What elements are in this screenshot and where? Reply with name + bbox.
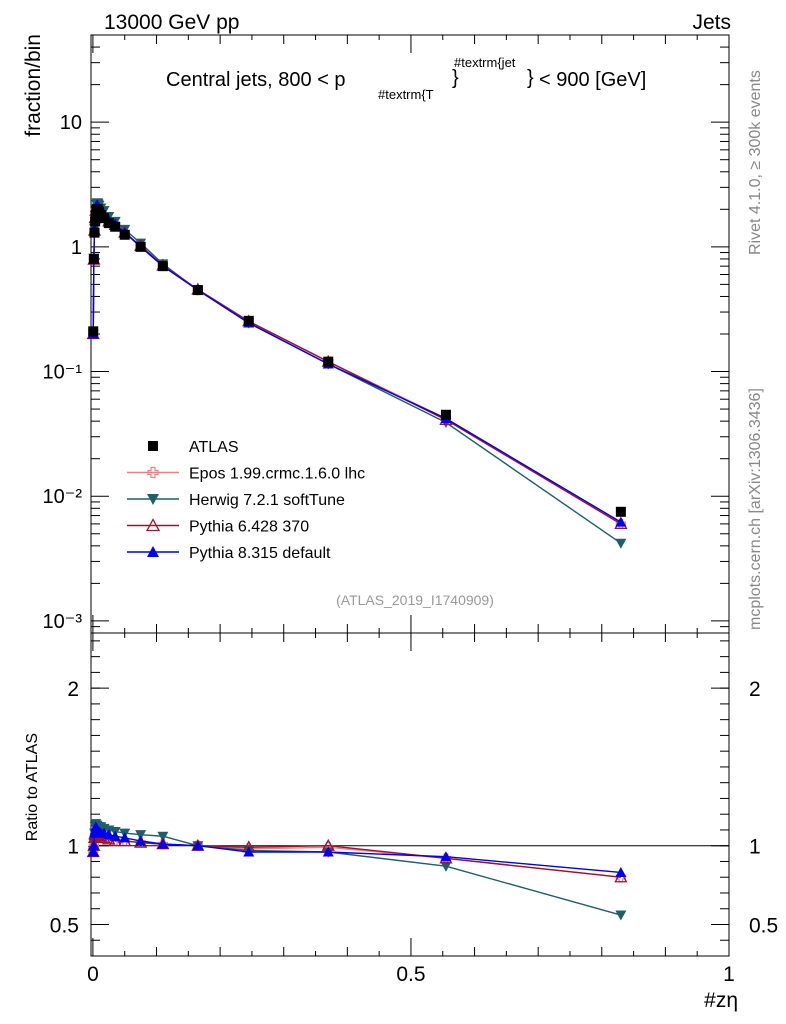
main-data-point bbox=[90, 216, 101, 227]
legend-label: Epos 1.99.crmc.1.6.0 lhc bbox=[189, 466, 365, 483]
ratio-data-point bbox=[192, 840, 204, 851]
ratio-ytick-label-right: 2 bbox=[749, 678, 761, 701]
main-ytick-label: 10 bbox=[60, 112, 82, 134]
main-ytick-label: 10⁻² bbox=[43, 486, 83, 508]
ratio-ytick-label-right: 1 bbox=[749, 836, 761, 859]
main-data-point bbox=[192, 285, 203, 296]
ratio-series-2 bbox=[86, 824, 628, 883]
mcplots-label: mcplots.cern.ch [arXiv:1306.3436] bbox=[747, 388, 764, 630]
svg-text:}: } bbox=[452, 67, 459, 89]
category-label: Jets bbox=[692, 11, 731, 34]
legend: ATLAS Epos 1.99.crmc.1.6.0 lhc Herwig 7.2.… bbox=[127, 439, 365, 562]
main-title-after: < 900 [GeV] bbox=[539, 69, 646, 91]
legend-label: Herwig 7.2.1 softTune bbox=[189, 492, 345, 509]
legend-label: Pythia 8.315 default bbox=[189, 545, 331, 562]
legend-label: ATLAS bbox=[189, 439, 239, 456]
ratio-data-point bbox=[135, 830, 147, 841]
main-ytick-label: 1 bbox=[71, 237, 82, 259]
ratio-series-1 bbox=[87, 819, 627, 921]
main-data-point bbox=[243, 315, 254, 326]
main-series-line bbox=[92, 202, 622, 544]
main-data-point bbox=[615, 506, 626, 517]
legend-entry: Pythia 6.428 370 bbox=[127, 518, 309, 536]
main-ytick-label: 10⁻¹ bbox=[43, 362, 83, 384]
legend-marker bbox=[147, 546, 159, 557]
watermark: (ATLAS_2019_I1740909) bbox=[336, 592, 494, 608]
main-data-point bbox=[440, 409, 451, 420]
main-series-0 bbox=[88, 204, 626, 517]
ratio-data-point bbox=[103, 829, 115, 840]
legend-label: Pythia 6.428 370 bbox=[189, 519, 309, 536]
ratio-series-3 bbox=[87, 821, 627, 877]
ratio-data-point bbox=[157, 831, 169, 842]
ratio-ytick-label-right: 0.5 bbox=[749, 914, 778, 937]
xtick-label: 0.5 bbox=[396, 963, 425, 986]
xlabel: #zη bbox=[704, 989, 738, 1012]
main-data-point bbox=[157, 261, 168, 272]
ratio-ylabel: Ratio to ATLAS bbox=[24, 733, 41, 841]
legend-entry: Herwig 7.2.1 softTune bbox=[127, 492, 345, 509]
ratio-data-point bbox=[109, 830, 121, 841]
ratio-data-point bbox=[135, 835, 147, 846]
xtick-label: 1 bbox=[723, 963, 735, 986]
svg-text:}: } bbox=[527, 67, 534, 89]
main-ylabel: fraction/bin bbox=[22, 34, 45, 137]
rivet-label: Rivet 4.1.0, ≥ 300k events bbox=[747, 70, 764, 255]
main-data-point bbox=[88, 253, 99, 264]
ratio-data-point bbox=[88, 840, 100, 851]
ratio-data-point bbox=[87, 846, 99, 857]
ratio-ytick-label: 2 bbox=[67, 678, 79, 701]
ratio-data-point bbox=[615, 866, 627, 877]
main-ytick-label: 10⁻³ bbox=[43, 611, 83, 633]
ratio-data-point bbox=[157, 838, 169, 849]
main-data-point bbox=[89, 227, 100, 238]
main-data-point bbox=[119, 229, 130, 240]
ratio-frame bbox=[90, 632, 730, 957]
main-title-before: Central jets, 800 < p bbox=[166, 69, 346, 91]
legend-entry: Epos 1.99.crmc.1.6.0 lhc bbox=[127, 466, 365, 483]
ratio-data-point bbox=[243, 846, 255, 857]
main-title-sub: #textrm{T bbox=[378, 87, 434, 102]
ratio-data-point bbox=[322, 846, 334, 857]
ratio-ytick-label: 0.5 bbox=[50, 914, 79, 937]
legend-entry: Pythia 8.315 default bbox=[127, 545, 331, 562]
energy-label: 13000 GeV pp bbox=[104, 11, 239, 34]
ratio-data-point bbox=[440, 851, 452, 862]
main-series-2 bbox=[87, 198, 627, 549]
main-title: Central jets, 800 < p #textrm{T #textrm{… bbox=[166, 55, 646, 102]
main-data-point bbox=[615, 516, 627, 527]
ratio-data-point bbox=[119, 832, 131, 843]
legend-entry: ATLAS bbox=[148, 439, 239, 456]
ratio-ytick-label: 1 bbox=[67, 836, 79, 859]
legend-marker bbox=[147, 466, 159, 479]
ratio-data-point bbox=[615, 910, 627, 921]
main-data-point bbox=[135, 241, 146, 252]
ratio-data-point bbox=[440, 861, 452, 872]
legend-marker bbox=[148, 441, 158, 451]
xtick-label: 0 bbox=[87, 963, 99, 986]
main-data-point bbox=[323, 356, 334, 367]
main-data-point bbox=[110, 221, 121, 232]
main-title-sup: #textrm{jet bbox=[454, 55, 516, 70]
legend-marker bbox=[147, 494, 159, 505]
main-data-point bbox=[103, 218, 114, 229]
main-data-point bbox=[99, 213, 110, 224]
main-frame bbox=[90, 34, 730, 634]
main-data-point bbox=[88, 326, 99, 337]
main-data-point bbox=[615, 538, 627, 549]
legend-marker bbox=[145, 518, 161, 532]
